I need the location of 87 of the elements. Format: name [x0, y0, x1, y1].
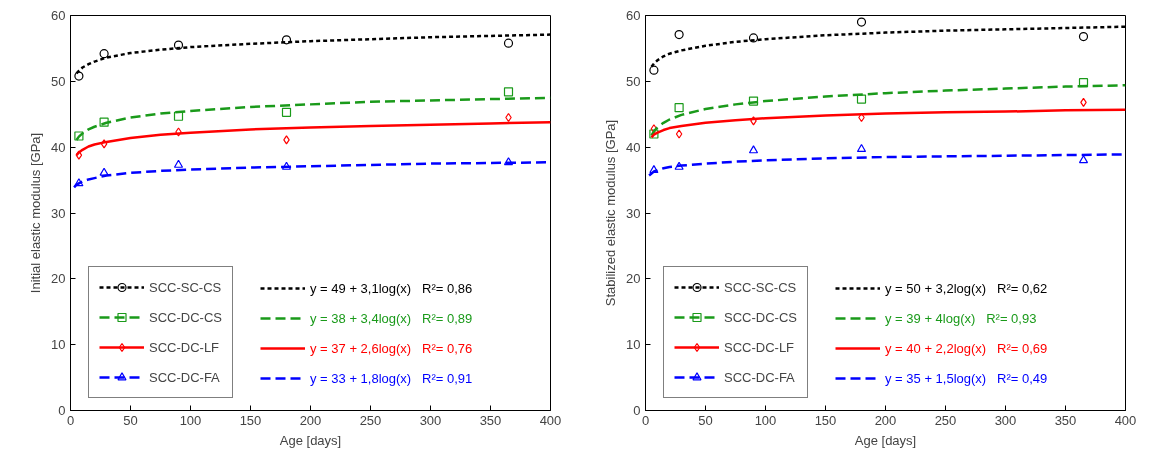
- legend-label: y = 50 + 3,2log(x) R²= 0,62: [885, 280, 1048, 296]
- legend-label: SCC-DC-CS: [724, 309, 797, 325]
- legend-label: y = 33 + 1,8log(x) R²= 0,91: [310, 370, 473, 386]
- point: [173, 111, 184, 121]
- y-tick-label: 20: [51, 271, 66, 287]
- point: [674, 161, 684, 170]
- y-axis-title: Stabilized elastic modulus [GPa]: [603, 119, 619, 307]
- legend-label: y = 49 + 3,1log(x) R²= 0,86: [310, 280, 473, 296]
- y-tick-label: 50: [626, 73, 641, 89]
- y-tick-label: 40: [51, 139, 66, 155]
- y-tick-label: 60: [51, 8, 66, 23]
- legend-label: y = 39 + 4log(x) R²= 0,93: [885, 310, 1037, 326]
- y-tick-label: 50: [51, 73, 66, 89]
- point: [856, 94, 867, 104]
- y-tick-label: 10: [626, 337, 641, 353]
- legend-label: y = 40 + 2,2log(x) R²= 0,69: [885, 340, 1048, 356]
- x-axis-title: Age [days]: [854, 432, 917, 448]
- point: [649, 129, 659, 139]
- point: [281, 35, 292, 45]
- legend-label: y = 38 + 3,4log(x) R²= 0,89: [310, 310, 473, 326]
- point: [748, 96, 759, 106]
- point: [649, 65, 659, 75]
- point: [674, 30, 684, 40]
- point: [650, 124, 658, 134]
- legend-label: SCC-SC-CS: [724, 279, 797, 295]
- x-tick-label: 400: [1114, 412, 1137, 428]
- point: [856, 143, 867, 153]
- point: [1080, 97, 1087, 107]
- point: [100, 139, 108, 149]
- point: [99, 117, 109, 127]
- point: [1078, 31, 1089, 42]
- point: [649, 164, 659, 174]
- point: [175, 127, 182, 137]
- x-tick-label: 100: [179, 412, 202, 428]
- point: [99, 49, 109, 59]
- point: [503, 38, 514, 48]
- x-tick-label: 400: [539, 412, 562, 428]
- point: [74, 71, 84, 81]
- legend-label: y = 37 + 2,6log(x) R²= 0,76: [310, 340, 473, 356]
- y-tick-label: 60: [626, 8, 641, 23]
- point: [503, 87, 514, 97]
- point: [281, 107, 292, 117]
- point: [74, 178, 84, 187]
- y-tick-label: 20: [626, 271, 641, 287]
- point: [674, 103, 684, 113]
- y-tick-label: 40: [626, 139, 641, 155]
- legend-label: SCC-SC-CS: [149, 279, 222, 295]
- x-tick-label: 50: [123, 412, 138, 428]
- legend-label: SCC-DC-FA: [724, 369, 795, 385]
- point: [750, 116, 757, 126]
- legend-label: SCC-DC-LF: [724, 339, 795, 355]
- point: [283, 135, 290, 145]
- point: [74, 131, 84, 141]
- x-tick-label: 150: [239, 412, 262, 428]
- x-tick-label: 350: [1054, 412, 1077, 428]
- point: [1078, 78, 1089, 88]
- legend-label: SCC-DC-FA: [149, 369, 220, 385]
- point: [281, 161, 292, 170]
- x-tick-label: 200: [299, 412, 322, 428]
- y-axis-title: Initial elastic modulus [GPa]: [28, 132, 44, 294]
- x-tick-label: 50: [698, 412, 713, 428]
- point: [748, 33, 759, 43]
- line-series: [650, 108, 1126, 139]
- point: [675, 129, 683, 139]
- point: [748, 145, 759, 154]
- y-tick-label: 30: [51, 205, 66, 221]
- y-tick-label: 10: [51, 337, 66, 353]
- point: [856, 17, 867, 27]
- point: [1078, 155, 1089, 164]
- x-tick-label: 200: [874, 412, 897, 428]
- x-axis-title: Age [days]: [279, 432, 342, 448]
- x-tick-label: 100: [754, 412, 777, 428]
- x-tick-label: 300: [419, 412, 442, 428]
- x-tick-label: 250: [359, 412, 382, 428]
- x-tick-label: 250: [934, 412, 957, 428]
- x-tick-label: 350: [479, 412, 502, 428]
- point: [75, 150, 83, 160]
- legend-label: SCC-DC-LF: [149, 339, 220, 355]
- point: [173, 159, 184, 168]
- legend-label: y = 35 + 1,5log(x) R²= 0,49: [885, 370, 1048, 386]
- point: [503, 157, 514, 166]
- y-tick-label: 30: [626, 205, 641, 221]
- x-tick-label: 150: [814, 412, 837, 428]
- x-tick-label: 300: [994, 412, 1017, 428]
- legend-label: SCC-DC-CS: [149, 309, 222, 325]
- point: [99, 167, 109, 176]
- point: [173, 40, 184, 50]
